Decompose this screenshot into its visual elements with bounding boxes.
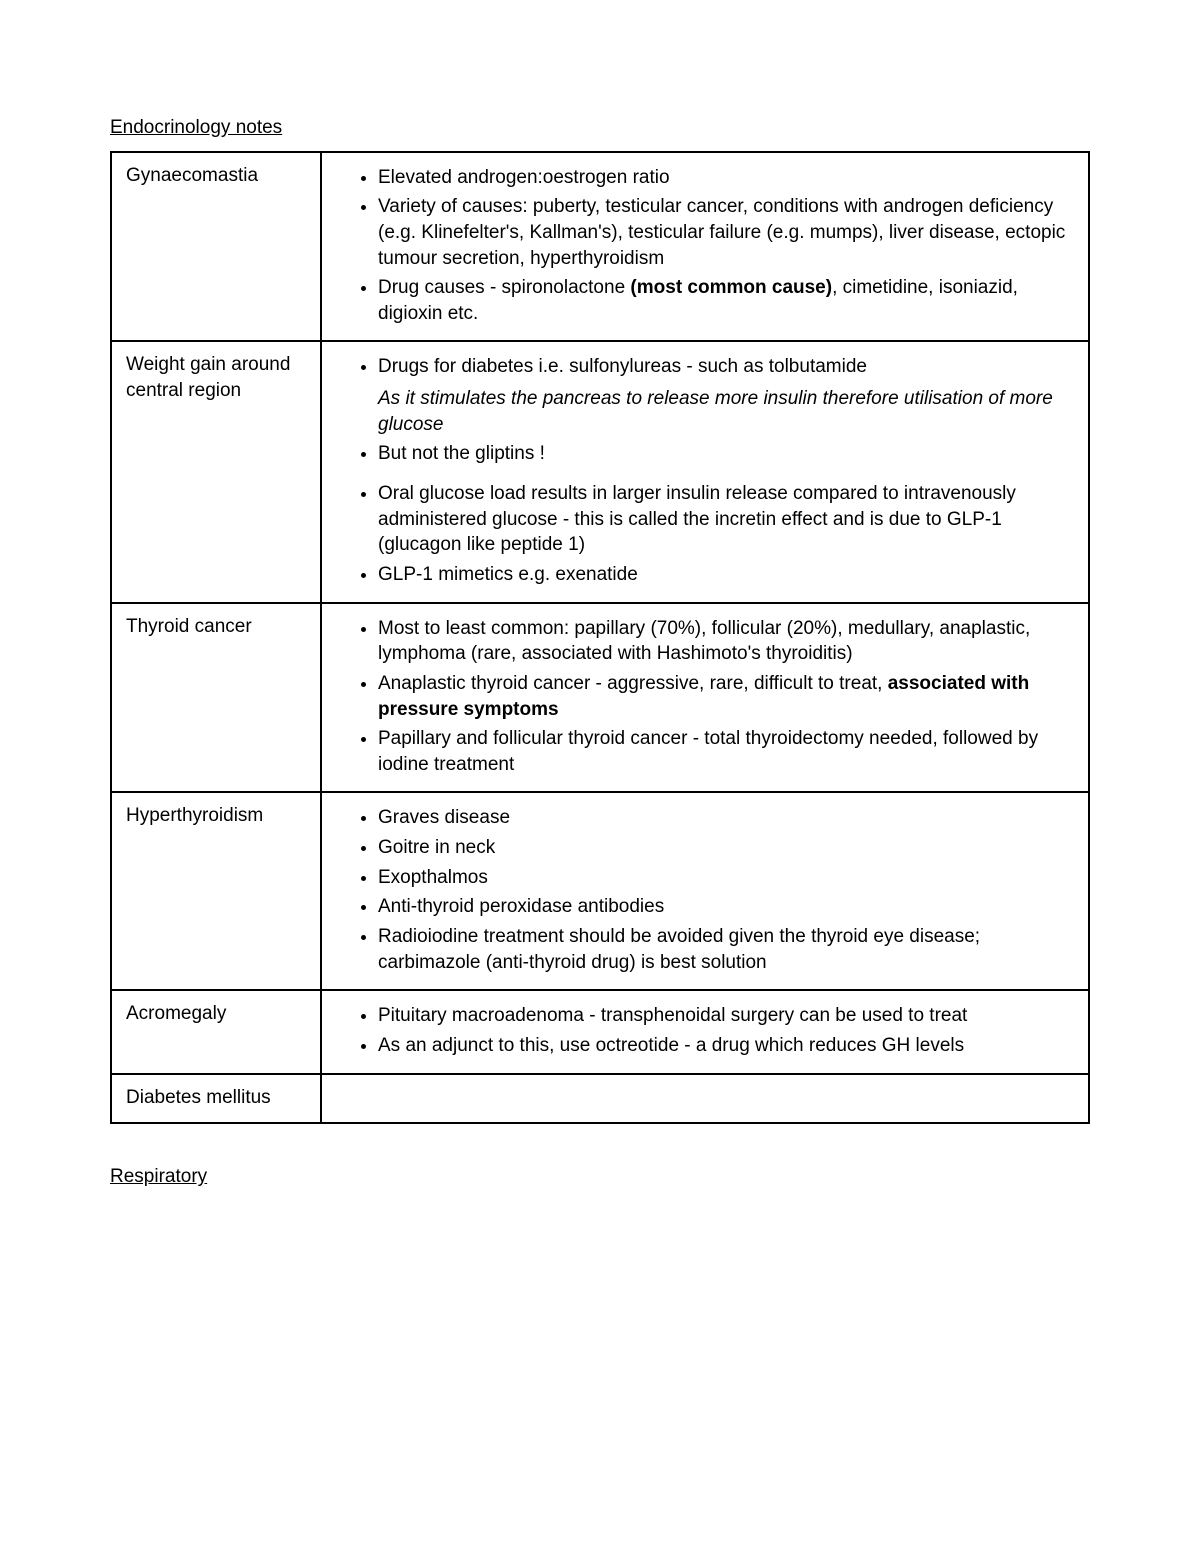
term-cell: Gynaecomastia: [111, 152, 321, 342]
bullet-list: Elevated androgen:oestrogen ratio Variet…: [336, 163, 1074, 329]
bullet-list: Pituitary macroadenoma - transphenoidal …: [336, 1001, 1074, 1060]
text: Drugs for diabetes i.e. sulfonylureas - …: [378, 356, 867, 377]
list-item: GLP-1 mimetics e.g. exenatide: [378, 560, 1074, 590]
list-item: Pituitary macroadenoma - transphenoidal …: [378, 1001, 1074, 1031]
table-row: Weight gain around central region Drugs …: [111, 341, 1089, 602]
bullet-list: Graves disease Goitre in neck Exopthalmo…: [336, 803, 1074, 977]
list-item: Elevated androgen:oestrogen ratio: [378, 163, 1074, 193]
details-cell: [321, 1074, 1089, 1124]
term-cell: Thyroid cancer: [111, 603, 321, 793]
list-item: Drugs for diabetes i.e. sulfonylureas - …: [378, 352, 1074, 439]
list-item: Variety of causes: puberty, testicular c…: [378, 192, 1074, 273]
details-cell: Graves disease Goitre in neck Exopthalmo…: [321, 792, 1089, 990]
table-row: Acromegaly Pituitary macroadenoma - tran…: [111, 990, 1089, 1073]
list-item: Anaplastic thyroid cancer - aggressive, …: [378, 669, 1074, 724]
table-row: Hyperthyroidism Graves disease Goitre in…: [111, 792, 1089, 990]
term-cell: Acromegaly: [111, 990, 321, 1073]
list-item: Radioiodine treatment should be avoided …: [378, 922, 1074, 977]
bullet-list: Oral glucose load results in larger insu…: [336, 479, 1074, 590]
term-cell: Diabetes mellitus: [111, 1074, 321, 1124]
details-cell: Drugs for diabetes i.e. sulfonylureas - …: [321, 341, 1089, 602]
details-cell: Elevated androgen:oestrogen ratio Variet…: [321, 152, 1089, 342]
term-cell: Hyperthyroidism: [111, 792, 321, 990]
text: Anaplastic thyroid cancer - aggressive, …: [378, 673, 888, 694]
text: Drug causes - spironolactone: [378, 277, 630, 298]
list-item: Papillary and follicular thyroid cancer …: [378, 724, 1074, 779]
list-item: Exopthalmos: [378, 863, 1074, 893]
list-item: Graves disease: [378, 803, 1074, 833]
list-item: Drug causes - spironolactone (most commo…: [378, 273, 1074, 328]
document-page: Endocrinology notes Gynaecomastia Elevat…: [0, 0, 1200, 1553]
italic-text: As it stimulates the pancreas to release…: [378, 386, 1074, 437]
endocrinology-table: Gynaecomastia Elevated androgen:oestroge…: [110, 151, 1090, 1125]
list-item: Goitre in neck: [378, 833, 1074, 863]
table-row: Gynaecomastia Elevated androgen:oestroge…: [111, 152, 1089, 342]
bold-text: (most common cause): [630, 277, 832, 298]
table-row: Diabetes mellitus: [111, 1074, 1089, 1124]
section-heading-endocrinology: Endocrinology notes: [110, 115, 1090, 141]
details-cell: Pituitary macroadenoma - transphenoidal …: [321, 990, 1089, 1073]
spacer: [336, 469, 1074, 479]
list-item: Oral glucose load results in larger insu…: [378, 479, 1074, 560]
table-row: Thyroid cancer Most to least common: pap…: [111, 603, 1089, 793]
section-heading-respiratory: Respiratory: [110, 1164, 1090, 1190]
list-item: As an adjunct to this, use octreotide - …: [378, 1031, 1074, 1061]
list-item: Most to least common: papillary (70%), f…: [378, 614, 1074, 669]
bullet-list: Most to least common: papillary (70%), f…: [336, 614, 1074, 780]
details-cell: Most to least common: papillary (70%), f…: [321, 603, 1089, 793]
list-item: But not the gliptins !: [378, 439, 1074, 469]
list-item: Anti-thyroid peroxidase antibodies: [378, 892, 1074, 922]
term-cell: Weight gain around central region: [111, 341, 321, 602]
bullet-list: Drugs for diabetes i.e. sulfonylureas - …: [336, 352, 1074, 469]
